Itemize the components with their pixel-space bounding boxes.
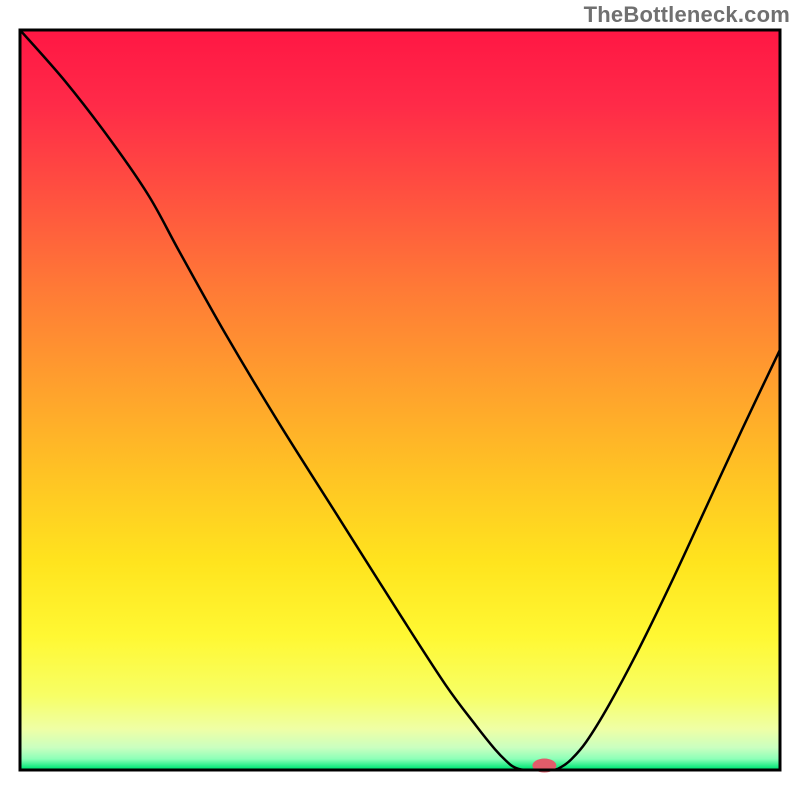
gradient-background xyxy=(20,30,780,770)
bottleneck-chart xyxy=(0,0,800,800)
watermark-label: TheBottleneck.com xyxy=(584,2,790,28)
